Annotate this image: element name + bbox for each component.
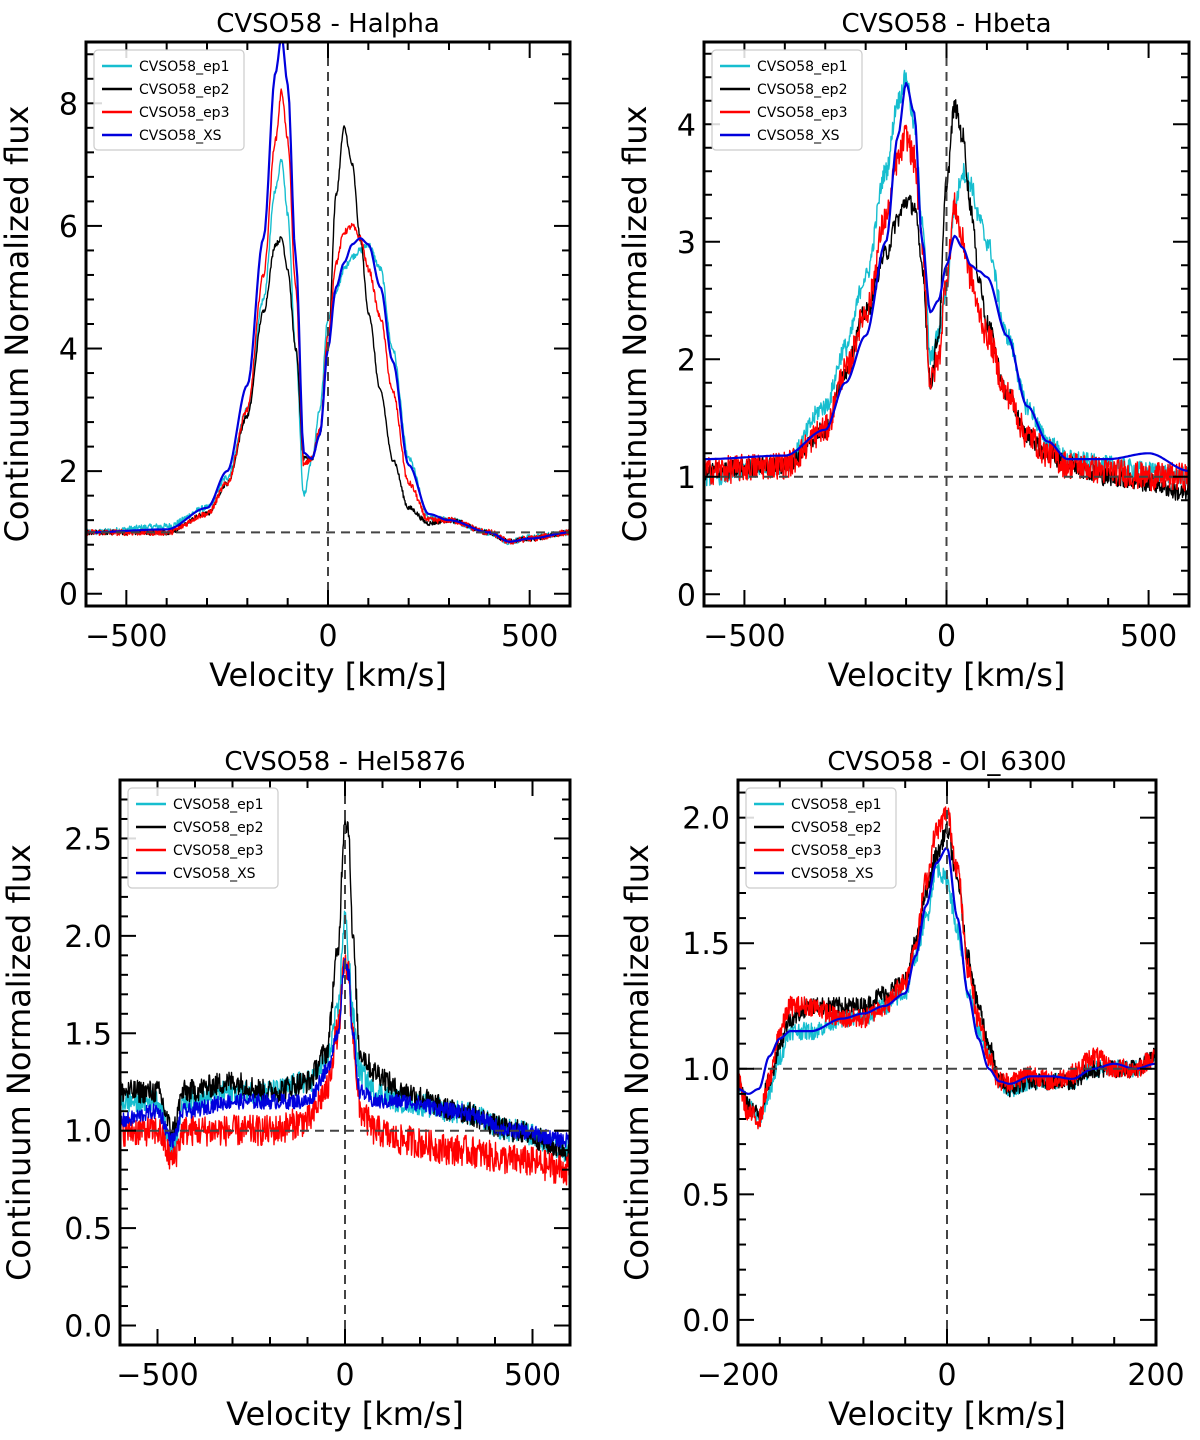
legend-label: CVSO58_ep3 [139,105,229,121]
legend-label: CVSO58_ep3 [791,843,881,859]
chart-panel-4: CVSO58 - OI_6300 Velocity [km/s] Continuum… [618,747,1185,1433]
y-tick-label: 1.5 [64,1017,112,1052]
y-axis-label: Continuum Normalized flux [0,844,38,1281]
x-tick-label: −200 [697,1358,779,1393]
y-tick-label: 0 [677,578,696,613]
legend-label: CVSO58_ep1 [757,59,847,75]
y-tick-label: 4 [59,333,78,368]
x-axis-label: Velocity [km/s] [828,656,1066,694]
chart-title: CVSO58 - Halpha [216,9,440,39]
y-axis-label: Continuum Normalized flux [616,106,654,543]
chart-panel-2: CVSO58 - Hbeta Velocity [km/s] Continuum N… [616,9,1191,694]
series-line-CVSO58_XS [120,958,570,1149]
series-line-CVSO58_ep3 [704,124,1189,492]
y-tick-label: 0.5 [64,1212,112,1247]
x-tick-label: 0 [937,619,956,654]
legend-label: CVSO58_XS [139,128,222,144]
y-tick-label: 4 [677,108,696,143]
y-tick-label: 1.5 [682,927,730,962]
legend-label: CVSO58_XS [757,128,840,144]
legend-label: CVSO58_ep2 [173,820,263,836]
x-tick-label: −500 [116,1358,198,1393]
y-tick-label: 1.0 [64,1115,112,1150]
x-tick-label: 0 [318,619,337,654]
y-tick-label: 1.0 [682,1053,730,1088]
legend-label: CVSO58_ep3 [757,105,847,121]
legend-box [93,49,245,151]
legend-label: CVSO58_ep1 [139,59,229,75]
y-axis-label: Continuum Normalized flux [0,106,36,543]
y-tick-label: 0.5 [682,1178,730,1213]
y-tick-label: 0.0 [682,1304,730,1339]
y-tick-label: 1 [677,461,696,496]
legend-label: CVSO58_XS [791,866,874,882]
legend-label: CVSO58_ep2 [757,82,847,98]
legend-box [711,49,863,151]
y-tick-label: 2 [677,343,696,378]
y-tick-label: 0.0 [64,1310,112,1345]
x-axis-label: Velocity [km/s] [828,1395,1066,1433]
legend: CVSO58_ep1 CVSO58_ep2 CVSO58_ep3 CVSO58_XS [93,49,245,151]
y-tick-label: 3 [677,226,696,261]
chart-panel-1: CVSO58 - Halpha Velocity [km/s] Continuum … [0,9,572,694]
x-tick-label: −500 [85,619,167,654]
y-tick-label: 2.0 [64,920,112,955]
x-tick-label: 0 [335,1358,354,1393]
legend-label: CVSO58_ep1 [173,797,263,813]
legend: CVSO58_ep1 CVSO58_ep2 CVSO58_ep3 CVSO58_XS [711,49,863,151]
y-tick-label: 2.0 [682,802,730,837]
y-tick-label: 8 [59,87,78,122]
legend-label: CVSO58_ep1 [791,797,881,813]
y-tick-label: 2.5 [64,822,112,857]
y-tick-label: 0 [59,578,78,613]
chart-title: CVSO58 - Hbeta [841,9,1051,39]
legend: CVSO58_ep1 CVSO58_ep2 CVSO58_ep3 CVSO58_XS [127,787,279,889]
y-tick-label: 6 [59,210,78,245]
legend-label: CVSO58_ep2 [139,82,229,98]
x-tick-label: 500 [501,619,558,654]
chart-title: CVSO58 - HeI5876 [224,747,465,777]
x-tick-label: −500 [703,619,785,654]
y-tick-label: 2 [59,455,78,490]
x-axis-label: Velocity [km/s] [226,1395,464,1433]
legend-label: CVSO58_ep3 [173,843,263,859]
x-tick-label: 500 [1120,619,1177,654]
chart-panel-3: CVSO58 - HeI5876 Velocity [km/s] Continuum… [0,747,572,1433]
legend-label: CVSO58_XS [173,866,256,882]
x-tick-label: 500 [504,1358,561,1393]
x-axis-label: Velocity [km/s] [209,656,447,694]
x-tick-label: 200 [1127,1358,1184,1393]
series-line-CVSO58_XS [704,82,1189,472]
y-axis-label: Continuum Normalized flux [618,844,656,1281]
legend-box [745,787,897,889]
legend-label: CVSO58_ep2 [791,820,881,836]
legend-box [127,787,279,889]
chart-title: CVSO58 - OI_6300 [827,747,1066,777]
legend: CVSO58_ep1 CVSO58_ep2 CVSO58_ep3 CVSO58_XS [745,787,897,889]
x-tick-label: 0 [937,1358,956,1393]
